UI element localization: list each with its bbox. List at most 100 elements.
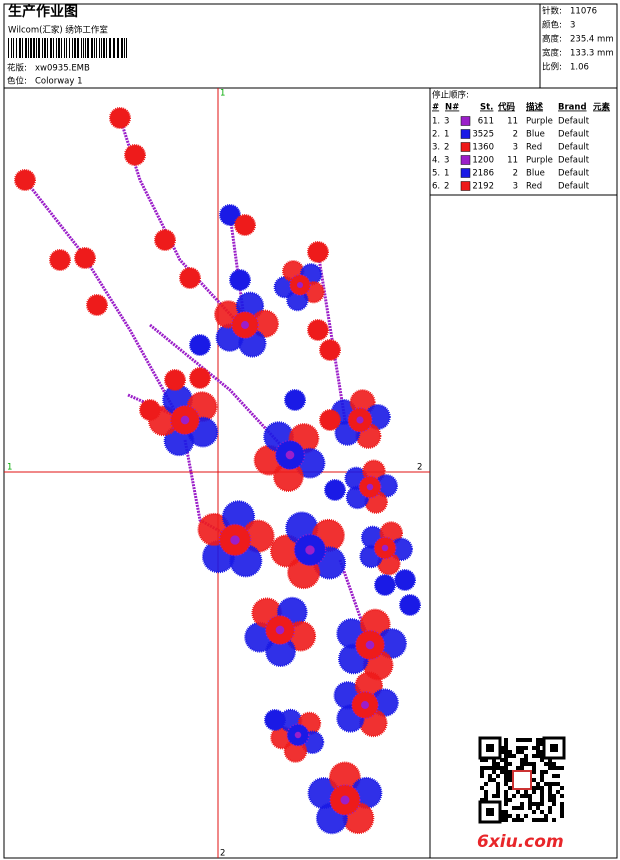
qr-cell bbox=[508, 814, 512, 818]
qr-cell bbox=[552, 802, 556, 806]
row-description: Blue bbox=[526, 130, 545, 140]
row-code: 2 bbox=[513, 130, 518, 140]
row-brand: Default bbox=[558, 117, 590, 127]
info-value: 235.4 mm bbox=[570, 35, 614, 45]
qr-cell bbox=[480, 798, 484, 802]
qr-cell bbox=[552, 762, 556, 766]
qr-cell bbox=[496, 766, 500, 770]
bud bbox=[74, 247, 96, 269]
qr-finder-dot bbox=[486, 744, 494, 752]
qr-cell bbox=[524, 746, 528, 750]
qr-cell bbox=[548, 790, 552, 794]
stamen bbox=[340, 795, 350, 805]
qr-cell bbox=[548, 786, 552, 790]
qr-cell bbox=[548, 762, 552, 766]
bud bbox=[319, 409, 341, 431]
qr-cell bbox=[560, 806, 564, 810]
qr-cell bbox=[548, 794, 552, 798]
qr-cell bbox=[528, 794, 532, 798]
qr-cell bbox=[496, 786, 500, 790]
qr-cell bbox=[540, 786, 544, 790]
qr-cell bbox=[484, 766, 488, 770]
table-header: 代码 bbox=[497, 102, 516, 113]
qr-cell bbox=[480, 770, 484, 774]
row-description: Purple bbox=[526, 156, 553, 166]
qr-cell bbox=[504, 754, 508, 758]
qr-cell bbox=[548, 806, 552, 810]
qr-cell bbox=[536, 806, 540, 810]
qr-cell bbox=[504, 738, 508, 742]
qr-cell bbox=[520, 802, 524, 806]
bud bbox=[139, 399, 161, 421]
row-code: 2 bbox=[513, 169, 518, 179]
qr-cell bbox=[536, 782, 540, 786]
qr-cell bbox=[504, 782, 508, 786]
axis-left: 1 bbox=[7, 463, 12, 473]
qr-cell bbox=[520, 738, 524, 742]
row-code: 3 bbox=[513, 182, 518, 192]
bar bbox=[106, 38, 107, 58]
row-stitches: 1360 bbox=[472, 143, 494, 153]
info-label: 针数: bbox=[542, 6, 562, 17]
studio: Wilcom(汇家) 绣饰工作室 bbox=[8, 25, 108, 36]
color-swatch bbox=[460, 181, 471, 191]
bar bbox=[8, 38, 9, 58]
color-swatch bbox=[460, 129, 471, 139]
row-index: 2. bbox=[432, 130, 440, 140]
border bbox=[3, 3, 618, 859]
qr-logo bbox=[512, 770, 532, 790]
bud bbox=[324, 479, 346, 501]
qr-cell bbox=[504, 758, 508, 762]
info-label: 比例: bbox=[542, 62, 562, 73]
petal bbox=[273, 461, 304, 492]
qr-cell bbox=[536, 754, 540, 758]
row-needle: 3 bbox=[444, 117, 449, 127]
qr-cell bbox=[560, 802, 564, 806]
qr-cell bbox=[552, 782, 556, 786]
qr-cell bbox=[532, 786, 536, 790]
bar bbox=[36, 38, 37, 58]
qr-cell bbox=[540, 802, 544, 806]
qr-cell bbox=[540, 794, 544, 798]
bar bbox=[103, 38, 105, 58]
qr-cell bbox=[532, 754, 536, 758]
bar bbox=[91, 38, 93, 58]
table-header: # bbox=[432, 103, 439, 113]
qr-cell bbox=[520, 758, 524, 762]
row-index: 3. bbox=[432, 143, 440, 153]
qr-cell bbox=[508, 754, 512, 758]
qr-cell bbox=[556, 790, 560, 794]
stamen bbox=[230, 535, 240, 545]
bud bbox=[154, 229, 176, 251]
qr-cell bbox=[532, 818, 536, 822]
color-swatch bbox=[460, 155, 471, 165]
qr-cell bbox=[520, 766, 524, 770]
qr-cell bbox=[484, 782, 488, 786]
bud bbox=[86, 294, 108, 316]
qr-cell bbox=[556, 774, 560, 778]
color-swatch bbox=[460, 168, 471, 178]
qr-cell bbox=[496, 762, 500, 766]
stamen bbox=[356, 416, 364, 424]
qr-cell bbox=[484, 794, 488, 798]
bar bbox=[99, 38, 100, 58]
qr-cell bbox=[544, 762, 548, 766]
bar bbox=[11, 38, 12, 58]
qr-cell bbox=[516, 790, 520, 794]
qr-cell bbox=[488, 766, 492, 770]
branch bbox=[118, 117, 242, 327]
row-needle: 1 bbox=[444, 169, 449, 179]
qr-cell bbox=[524, 794, 528, 798]
qr-cell bbox=[504, 762, 508, 766]
row-index: 6. bbox=[432, 182, 440, 192]
qr-cell bbox=[540, 818, 544, 822]
petal bbox=[265, 636, 296, 667]
qr-cell bbox=[540, 810, 544, 814]
qr-cell bbox=[532, 778, 536, 782]
qr-cell bbox=[508, 750, 512, 754]
design: xw0935.EMB bbox=[35, 64, 90, 74]
qr-cell bbox=[516, 746, 520, 750]
qr-cell bbox=[548, 810, 552, 814]
qr-cell bbox=[544, 818, 548, 822]
colorway-label: 色位: bbox=[7, 76, 27, 87]
